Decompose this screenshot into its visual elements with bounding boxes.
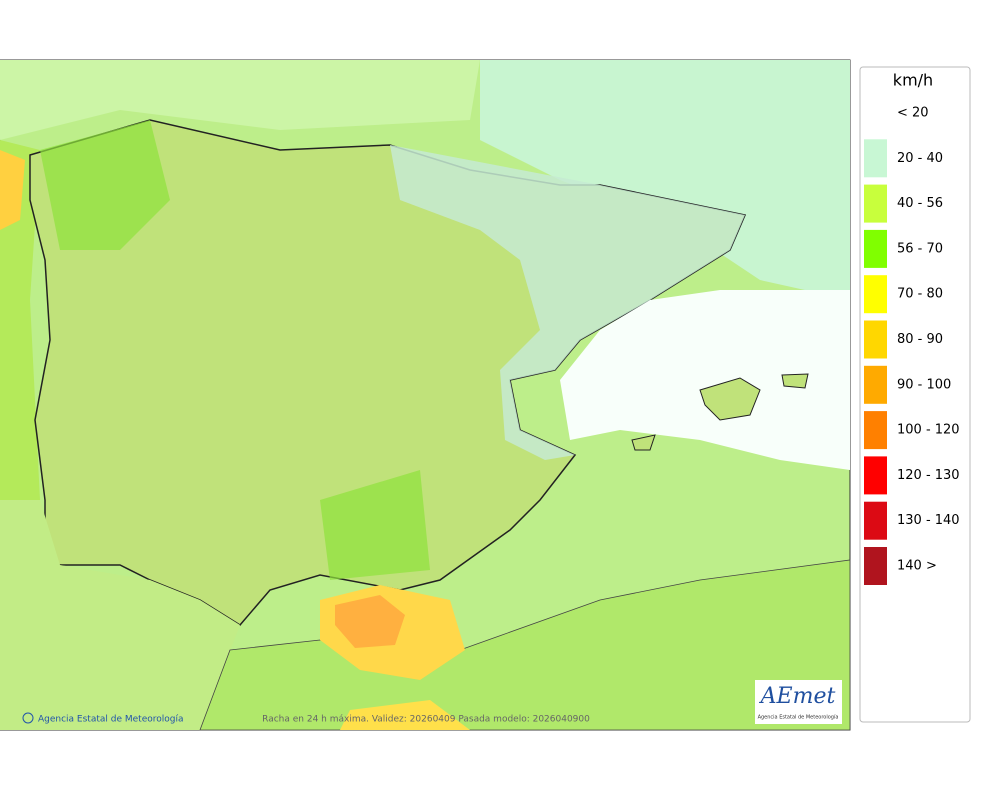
mediterranean-calm — [560, 290, 850, 470]
ibiza — [631, 434, 656, 451]
legend-swatch — [864, 94, 887, 132]
legend-label: < 20 — [897, 106, 929, 121]
legend-label: 40 - 56 — [897, 196, 943, 211]
legend-swatch — [864, 365, 887, 404]
logo: AEmet Agencia Estatal de Meteorología — [755, 680, 842, 724]
gust-core-alboran — [335, 595, 405, 648]
footer: Agencia Estatal de Meteorología Racha en… — [22, 712, 590, 725]
legend-label: 56 - 70 — [897, 241, 943, 256]
calm-zone-east — [390, 145, 745, 460]
legend-label: 130 - 140 — [897, 513, 960, 528]
legend-label: 140 > — [897, 559, 937, 574]
sea-calm-area — [480, 60, 850, 300]
legend-label: 20 - 40 — [897, 151, 943, 166]
copyright-icon — [22, 712, 34, 724]
atlantic-gust — [0, 150, 25, 230]
map — [0, 59, 851, 731]
legend-label: 120 - 130 — [897, 468, 960, 483]
gust-zone-andalucia — [320, 470, 430, 580]
atlantic-south — [0, 500, 240, 730]
caption: Racha en 24 h máxima. Validez: 20260409 … — [262, 715, 590, 725]
sea-north — [0, 60, 480, 140]
legend-label: 100 - 120 — [897, 423, 960, 438]
gust-zone-south — [340, 700, 470, 730]
logo-name: AEmet — [759, 684, 836, 709]
mallorca — [699, 377, 761, 421]
legend-title: km/h — [893, 71, 933, 90]
legend-swatch — [864, 139, 887, 178]
credit: Agencia Estatal de Meteorología — [38, 715, 184, 725]
gust-zone-galicia — [40, 120, 170, 250]
atlantic-band — [0, 140, 40, 500]
legend-swatch — [864, 456, 887, 495]
legend-label: 90 - 100 — [897, 377, 951, 392]
legend-swatch — [864, 320, 887, 359]
logo-subtitle: Agencia Estatal de Meteorología — [758, 714, 839, 721]
legend-swatch — [864, 411, 887, 450]
logo-box — [755, 680, 842, 724]
legend-label: 70 - 80 — [897, 287, 943, 302]
legend-swatch — [864, 547, 887, 585]
legend-box — [859, 66, 971, 723]
legend: km/h < 20 20 - 40 40 - 56 56 - 70 70 - 80 80 … — [859, 66, 971, 723]
menorca — [781, 373, 809, 389]
legend-label: 80 - 90 — [897, 332, 943, 347]
legend-swatch — [864, 275, 887, 314]
legend-swatch — [864, 229, 887, 268]
legend-swatch — [864, 184, 887, 223]
legend-swatch — [864, 501, 887, 540]
